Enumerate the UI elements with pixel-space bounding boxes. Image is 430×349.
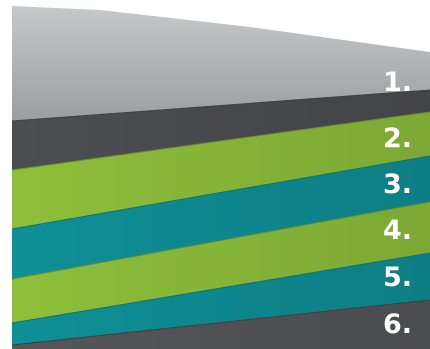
edge-line xyxy=(11,201,430,280)
layer-number-3: 3. xyxy=(383,169,413,200)
layer-number-4: 4. xyxy=(383,215,413,246)
edge-line xyxy=(11,111,430,171)
edge-line xyxy=(11,155,430,230)
edge-line xyxy=(11,299,430,346)
layer-number-6: 6. xyxy=(383,309,413,340)
shading-overlay xyxy=(12,90,430,349)
layer-number-5: 5. xyxy=(383,262,413,293)
layer-number-1: 1. xyxy=(383,67,413,98)
layer-number-2: 2. xyxy=(383,123,413,154)
layer-1-top-surface xyxy=(12,6,430,121)
edge-line xyxy=(11,252,430,324)
edge-line xyxy=(11,89,430,122)
